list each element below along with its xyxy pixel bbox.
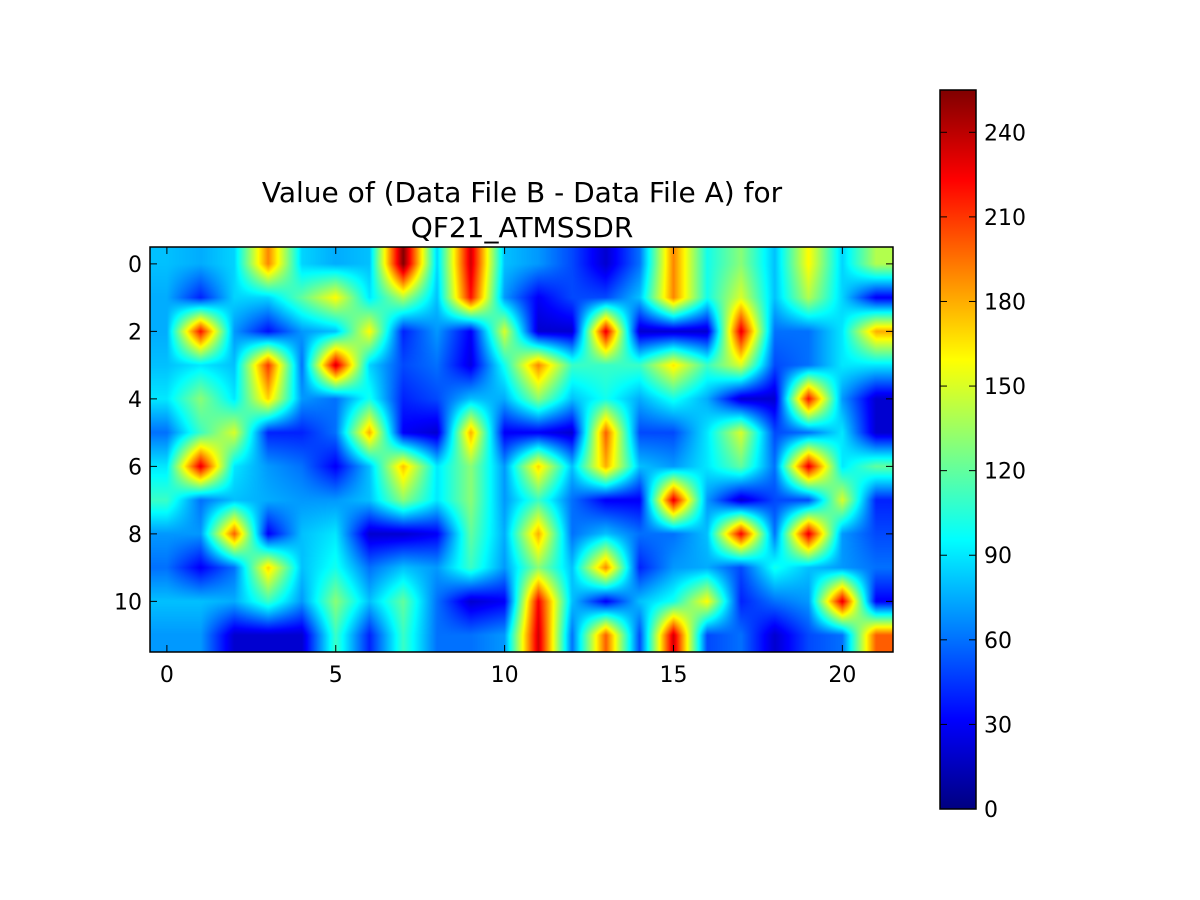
colorbar-tick-label: 90 [984, 544, 1012, 569]
x-tick-label: 20 [828, 663, 856, 688]
plot-frame [149, 246, 894, 653]
y-tick-label: 8 [128, 523, 142, 548]
colorbar-tick-label: 120 [984, 460, 1026, 485]
colorbar-tick-label: 60 [984, 629, 1012, 654]
colorbar-tick-label: 210 [984, 206, 1026, 231]
y-axis: 0 2 4 6 8 10 [114, 253, 893, 615]
colorbar-tick-label: 240 [984, 121, 1026, 146]
colorbar-tick-label: 150 [984, 375, 1026, 400]
y-tick-label: 4 [128, 388, 142, 413]
x-tick-label: 10 [491, 663, 519, 688]
x-tick-label: 5 [329, 663, 343, 688]
colorbar-tick-label: 0 [984, 798, 998, 823]
heatmap-image [150, 247, 893, 652]
y-tick-label: 6 [128, 455, 142, 480]
heatmap-image-container [150, 247, 893, 652]
colorbar [939, 89, 977, 810]
y-tick-label: 10 [114, 590, 142, 615]
chart-title-line-1: Value of (Data File B - Data File A) for [262, 176, 783, 209]
colorbar-tick-label: 30 [984, 713, 1012, 738]
x-axis: 0 5 10 15 20 [160, 247, 856, 688]
chart-title-line-2: QF21_ATMSSDR [411, 211, 634, 244]
y-tick-label: 2 [128, 320, 142, 345]
colorbar-tick-label: 180 [984, 290, 1026, 315]
colorbar-axis: 0 30 60 90 120 150 180 210 240 [940, 121, 1026, 823]
x-tick-label: 0 [160, 663, 174, 688]
x-tick-label: 15 [659, 663, 687, 688]
y-tick-label: 0 [128, 253, 142, 278]
